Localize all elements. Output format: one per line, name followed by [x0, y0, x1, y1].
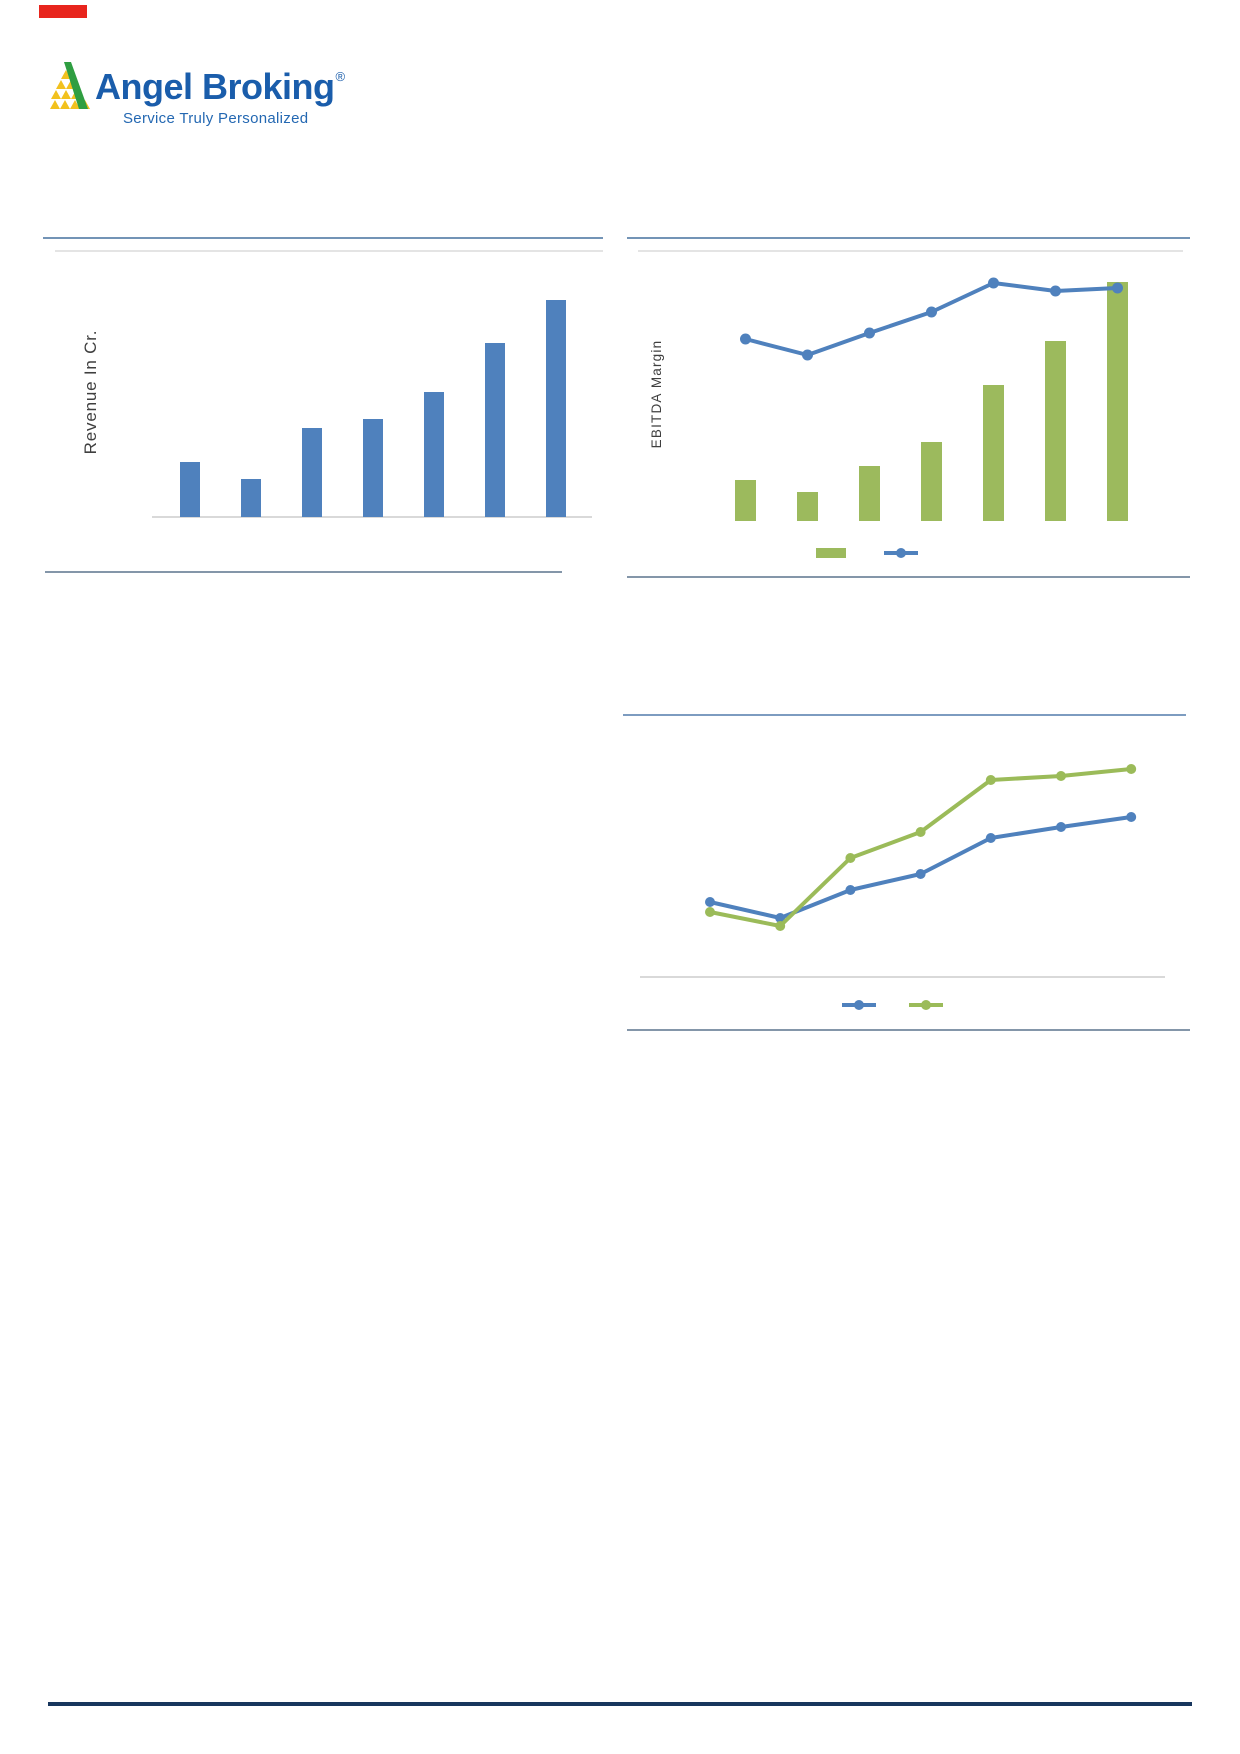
lines-legend-blue-swatch	[842, 1000, 876, 1010]
lines-chart-xaxis-line	[640, 976, 1165, 978]
legend-marker-icon	[921, 1000, 931, 1010]
separator-top-right-shadow	[638, 250, 1183, 252]
separator-bottom-right	[627, 576, 1190, 578]
legend-marker-icon	[854, 1000, 864, 1010]
ebitda-legend-line-swatch	[884, 548, 918, 558]
lines-legend-green-swatch	[909, 1000, 943, 1010]
revenue-chart-xaxis-line	[152, 516, 592, 518]
legend-marker-icon	[896, 548, 906, 558]
revenue-chart-ylabel: Revenue In Cr.	[81, 329, 100, 455]
separator-bottom-left	[45, 571, 562, 573]
separator-lines-chart-bottom	[627, 1029, 1190, 1031]
separator-top-left-shadow	[55, 250, 603, 252]
page-bottom-rule	[48, 1702, 1192, 1706]
separator-top-right	[627, 237, 1190, 239]
angel-broking-triangle-icon	[50, 62, 90, 109]
registered-mark: ®	[335, 69, 346, 84]
logo-tagline: Service Truly Personalized	[123, 110, 309, 127]
separator-top-left	[43, 237, 603, 239]
separator-lines-chart-top	[623, 714, 1186, 716]
ebitda-chart-ylabel: EBITDA Margin	[649, 339, 664, 449]
top-red-mark	[39, 5, 87, 18]
ebitda-legend-bar-swatch	[816, 548, 846, 558]
brand-text: Angel Broking	[95, 66, 335, 107]
